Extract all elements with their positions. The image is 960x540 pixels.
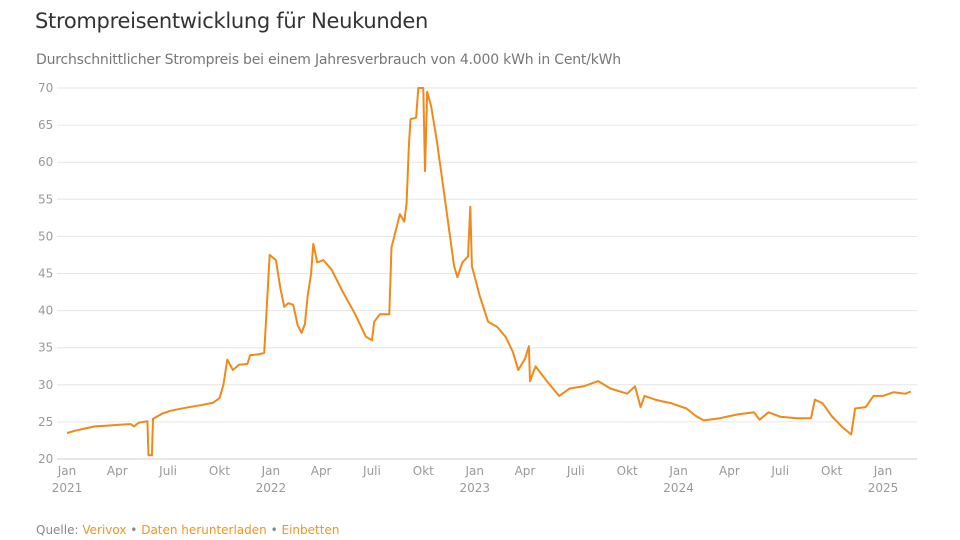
y-tick-label: 55 — [38, 192, 53, 206]
y-tick-label: 70 — [38, 81, 53, 95]
x-tick-label: Jan — [261, 464, 281, 478]
y-tick-label: 40 — [38, 304, 53, 318]
x-tick-label: Okt — [821, 464, 842, 478]
embed-link[interactable]: Einbetten — [281, 523, 340, 537]
y-tick-label: 30 — [38, 378, 53, 392]
y-tick-label: 20 — [38, 452, 53, 466]
y-tick-label: 45 — [38, 267, 53, 281]
x-tick-year: 2022 — [256, 481, 287, 495]
source-link[interactable]: Verivox — [82, 523, 127, 537]
download-data-link[interactable]: Daten herunterladen — [141, 523, 267, 537]
footer: Quelle: Verivox • Daten herunterladen • … — [36, 523, 339, 537]
y-tick-label: 60 — [38, 155, 53, 169]
x-tick-year: 2021 — [52, 481, 83, 495]
separator: • — [130, 523, 138, 537]
x-axis: Jan 2021 Apr Juli Okt Jan 2022 Apr Juli Okt Jan 202… — [52, 464, 899, 495]
x-tick-label: Okt — [617, 464, 638, 478]
separator: • — [270, 523, 278, 537]
x-tick-label: Jan — [57, 464, 77, 478]
y-axis: 20 25 30 35 40 45 50 55 60 65 70 — [38, 81, 53, 466]
y-tick-label: 25 — [38, 415, 53, 429]
chart-subtitle: Durchschnittlicher Strompreis bei einem … — [36, 52, 621, 68]
x-tick-label: Apr — [515, 464, 536, 478]
x-tick-label: Okt — [413, 464, 434, 478]
x-tick-label: Apr — [311, 464, 332, 478]
x-tick-label: Jan — [668, 464, 688, 478]
x-tick-label: Jan — [873, 464, 893, 478]
x-tick-label: Juli — [362, 464, 381, 478]
x-tick-label: Juli — [566, 464, 585, 478]
source-label: Quelle: — [36, 523, 79, 537]
x-tick-label: Jan — [464, 464, 484, 478]
x-tick-label: Okt — [209, 464, 230, 478]
x-tick-year: 2024 — [663, 481, 694, 495]
grid — [57, 87, 917, 460]
x-tick-year: 2023 — [459, 481, 490, 495]
series — [66, 87, 912, 457]
x-tick-label: Juli — [158, 464, 177, 478]
y-tick-label: 65 — [38, 118, 53, 132]
x-tick-label: Juli — [770, 464, 789, 478]
chart-title: Strompreisentwicklung für Neukunden — [35, 9, 429, 33]
y-tick-label: 35 — [38, 341, 53, 355]
x-tick-label: Apr — [107, 464, 128, 478]
y-tick-label: 50 — [38, 229, 53, 243]
x-tick-year: 2025 — [868, 481, 899, 495]
x-tick-label: Apr — [719, 464, 740, 478]
price-line — [66, 87, 912, 457]
